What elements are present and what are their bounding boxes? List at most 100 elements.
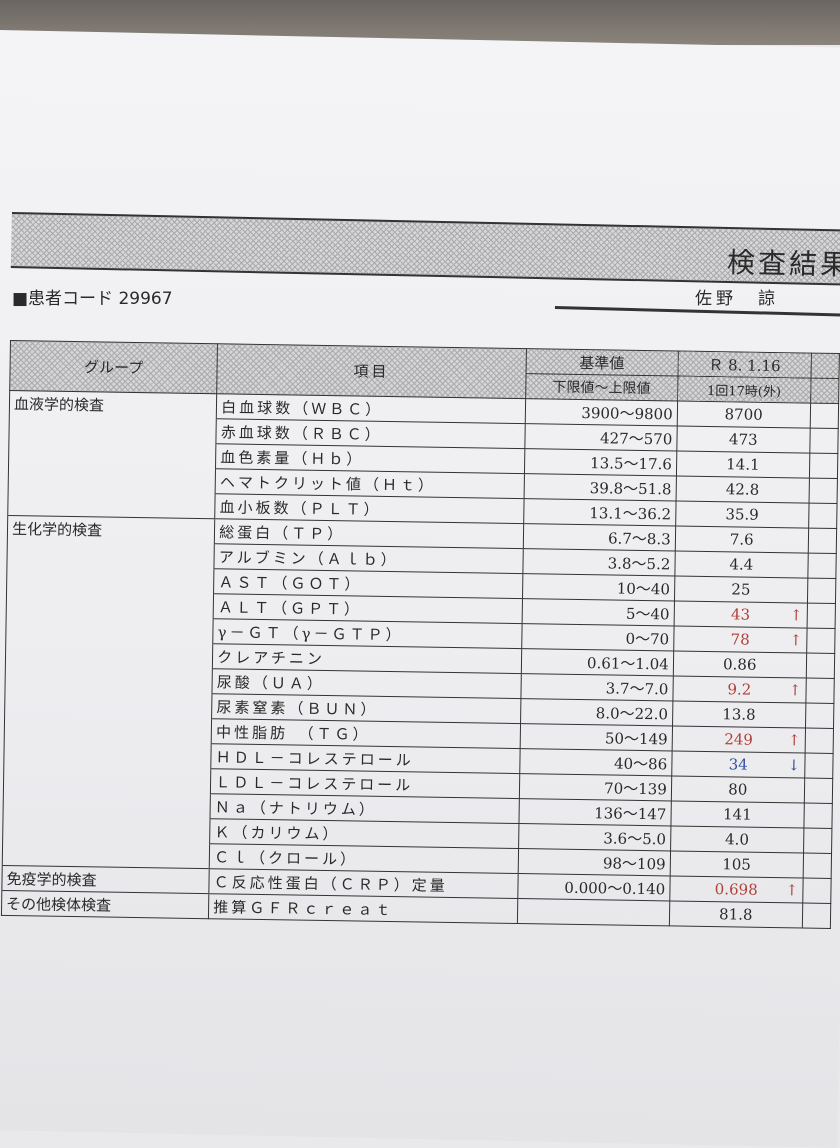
ref-cell: 136～147 — [518, 798, 672, 826]
ref-cell: 427～570 — [524, 423, 678, 451]
patient-code-value: 29967 — [118, 289, 173, 309]
ref-cell: 13.5～17.6 — [523, 448, 677, 476]
value-text: 34 — [728, 755, 748, 774]
group-cell — [2, 815, 211, 844]
value-cell: 7.6 — [675, 525, 809, 554]
ref-cell: 10～40 — [522, 573, 675, 601]
value-text: 42.8 — [725, 480, 760, 499]
value-cell: 34 ↓ — [671, 750, 805, 779]
col-group: グループ — [9, 340, 218, 394]
item-cell: 推算ＧＦＲｃｒｅａｔ — [208, 893, 518, 924]
ref-cell: 13.1～36.2 — [523, 498, 676, 526]
extra-cell — [809, 428, 839, 454]
col-date: Ｒ 8. 1.16 — [677, 350, 812, 379]
ref-cell: 3.7～7.0 — [520, 673, 674, 701]
value-text: 249 — [724, 730, 754, 749]
extra-cell — [806, 628, 836, 654]
ref-cell: 3.8～5.2 — [522, 548, 676, 576]
group-cell — [2, 840, 210, 869]
group-cell: 血液学的検査 — [9, 390, 217, 419]
extra-cell — [806, 603, 836, 629]
value-cell: 4.4 — [674, 550, 809, 579]
group-cell — [8, 440, 217, 469]
arrow-up-icon: ↑ — [785, 881, 799, 900]
ref-cell: 6.7～8.3 — [522, 523, 676, 551]
ref-cell — [516, 898, 670, 926]
extra-cell — [804, 753, 834, 779]
group-cell — [3, 740, 212, 769]
col-date-sub: 1回17時(外) — [677, 375, 811, 404]
extra-cell — [809, 453, 838, 479]
value-text: 14.1 — [726, 455, 760, 474]
ref-cell: 8.0～22.0 — [520, 698, 673, 726]
results-table: グループ 項目 基準値 Ｒ 8. 1.16 下限値～上限値 1回17時(外) 血… — [1, 340, 840, 929]
ref-cell: 40～86 — [519, 748, 672, 776]
group-cell — [3, 790, 211, 819]
value-text: 0.698 — [714, 880, 758, 899]
group-cell — [8, 415, 217, 444]
arrow-up-icon: ↑ — [788, 681, 802, 700]
col-ref-range: 下限値～上限値 — [525, 373, 678, 401]
extra-cell — [802, 853, 832, 879]
value-text: 81.8 — [718, 905, 753, 924]
group-cell — [4, 665, 213, 694]
value-text: 4.4 — [729, 555, 754, 574]
value-text: 78 — [730, 630, 750, 649]
value-cell: 0.698 ↑ — [669, 875, 803, 904]
value-text: 105 — [722, 855, 752, 874]
extra-cell — [808, 503, 838, 529]
group-cell: 免疫学的検査 — [1, 865, 210, 894]
value-cell: 78 ↑ — [673, 625, 807, 654]
value-text: 473 — [728, 430, 758, 449]
value-cell: 8700 — [677, 400, 811, 429]
ref-cell: 3900～9800 — [524, 398, 678, 426]
value-text: 4.0 — [724, 830, 750, 849]
extra-cell — [802, 903, 831, 929]
value-cell: 4.0 — [670, 825, 804, 854]
value-text: 35.9 — [725, 505, 759, 524]
value-cell: 473 — [676, 425, 810, 454]
col-extra-sub — [810, 378, 839, 404]
arrow-up-icon: ↑ — [789, 606, 803, 625]
ref-cell: 5～40 — [521, 598, 675, 626]
patient-name: 佐野 諒 — [695, 289, 779, 309]
extra-cell — [804, 728, 834, 754]
patient-code: ■患者コード 29967 — [12, 284, 173, 309]
value-cell: 43 ↑ — [673, 600, 808, 629]
extra-cell — [805, 703, 834, 729]
group-cell — [6, 565, 215, 594]
value-cell: 14.1 — [676, 450, 810, 479]
value-cell: 42.8 — [675, 475, 810, 504]
ref-cell: 0.61～1.04 — [520, 648, 674, 676]
patient-code-label: ■患者コード — [12, 289, 114, 309]
value-text: 0.86 — [722, 655, 757, 674]
value-text: 13.8 — [722, 705, 756, 724]
ref-cell: 39.8～51.8 — [523, 473, 677, 501]
extra-cell — [807, 553, 837, 579]
extra-cell — [808, 528, 837, 554]
value-cell: 25 — [674, 575, 808, 604]
value-text: 80 — [728, 780, 748, 799]
value-cell: 80 — [671, 775, 805, 804]
ref-cell: 98～109 — [517, 848, 671, 876]
extra-cell — [807, 578, 836, 604]
group-cell — [6, 540, 215, 569]
extra-cell — [808, 478, 838, 504]
value-cell: 141 — [670, 800, 805, 829]
arrow-down-icon: ↓ — [787, 756, 801, 775]
col-item: 項目 — [216, 343, 526, 399]
ref-cell: 3.6～5.0 — [518, 823, 671, 851]
group-cell — [4, 715, 212, 744]
value-cell: 81.8 — [669, 900, 803, 929]
col-ref: 基準値 — [525, 348, 679, 376]
group-cell — [4, 690, 213, 719]
group-cell — [5, 615, 214, 644]
value-text: 8700 — [724, 405, 763, 424]
group-cell — [8, 465, 216, 494]
value-text: 43 — [730, 605, 751, 624]
extra-cell — [802, 878, 832, 904]
group-cell — [5, 640, 213, 669]
arrow-up-icon: ↑ — [787, 731, 801, 750]
group-cell — [6, 590, 214, 619]
ref-cell: 50～149 — [519, 723, 673, 751]
